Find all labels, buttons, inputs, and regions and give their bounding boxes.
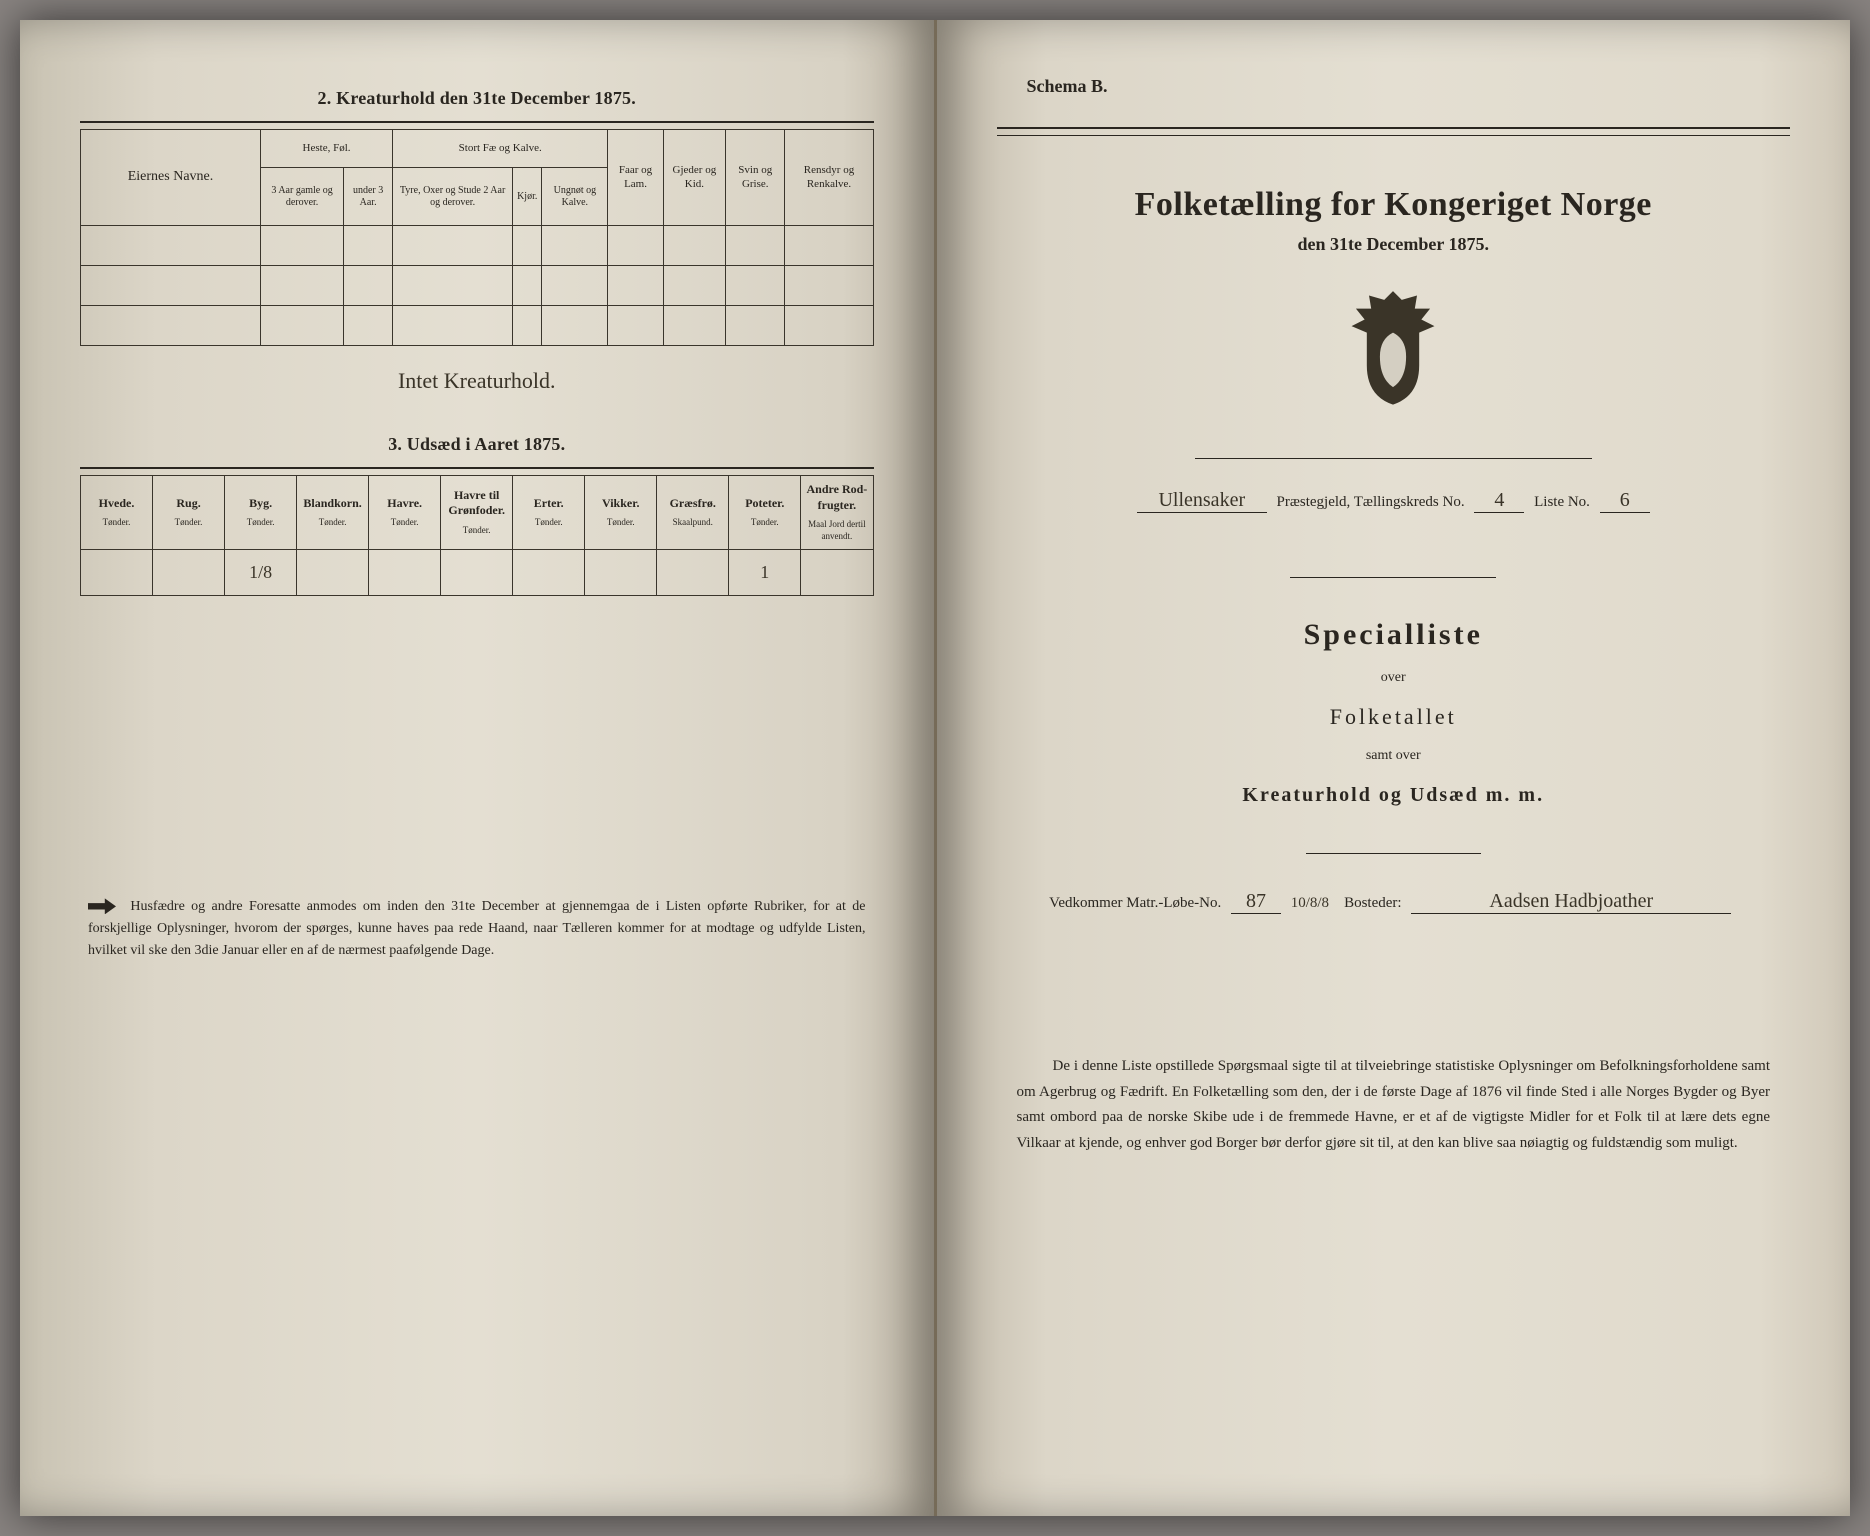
col-eier: Eiernes Navne. (81, 130, 261, 226)
folketallet: Folketallet (997, 704, 1791, 730)
label-praestegjeld: Præstegjeld, Tællingskreds No. (1277, 494, 1465, 510)
specialliste: Specialliste (997, 618, 1791, 652)
sub-stort2: Kjør. (513, 168, 542, 226)
info-paragraph: De i denne Liste opstillede Spørgsmaal s… (997, 1054, 1791, 1156)
pointer-icon (88, 898, 116, 914)
seed-col: Andre Rod-frugter.Maal Jord dertil anven… (801, 476, 873, 550)
liste-no: 6 (1620, 489, 1630, 511)
district-line: Ullensaker Præstegjeld, Tællingskreds No… (997, 489, 1791, 513)
col-rensdyr: Rensdyr og Renkalve. (785, 130, 873, 226)
seed-cell: 1/8 (225, 549, 297, 595)
handwritten-note: Intet Kreaturhold. (80, 368, 874, 394)
rule (80, 467, 874, 469)
over-2: samt over (997, 748, 1791, 764)
seed-cell (585, 549, 657, 595)
matr-no: 87 (1246, 890, 1266, 912)
seed-header: Hvede.Tønder.Rug.Tønder.Byg.Tønder.Bland… (81, 476, 874, 550)
footnote: Husfædre og andre Foresatte anmodes om i… (80, 896, 874, 963)
seed-col: Havre.Tønder. (369, 476, 441, 550)
matr-line: Vedkommer Matr.-Løbe-No. 87 10/8/8 Boste… (997, 890, 1791, 914)
rule (1195, 458, 1592, 459)
seed-col: Byg.Tønder. (225, 476, 297, 550)
seed-col: Græsfrø.Skaalpund. (657, 476, 729, 550)
schema-label: Schema B. (1027, 76, 1791, 97)
rule (997, 127, 1791, 129)
seed-col: Havre til Grønfoder.Tønder. (441, 476, 513, 550)
seed-col: Rug.Tønder. (153, 476, 225, 550)
footnote-text: Husfædre og andre Foresatte anmodes om i… (88, 899, 866, 959)
book-spread: 2. Kreaturhold den 31te December 1875. E… (20, 20, 1850, 1516)
seed-cell (369, 549, 441, 595)
seed-cell: 1 (729, 549, 801, 595)
seed-col: Blandkorn.Tønder. (297, 476, 369, 550)
seed-col: Erter.Tønder. (513, 476, 585, 550)
bosteder-value: Aadsen Hadbjoather (1489, 890, 1653, 912)
col-svin: Svin og Grise. (726, 130, 785, 226)
rule (80, 121, 874, 123)
coat-of-arms (997, 289, 1791, 414)
col-gjeder: Gjeder og Kid. (663, 130, 725, 226)
kreds-no: 4 (1494, 489, 1504, 511)
census-title: Folketælling for Kongeriget Norge (997, 186, 1791, 224)
seed-cell (297, 549, 369, 595)
seed-cell (801, 549, 873, 595)
crest-icon (1338, 289, 1448, 409)
census-subtitle: den 31te December 1875. (997, 234, 1791, 255)
matr-frac: 10/8/8 (1291, 895, 1329, 911)
sub-heste1: 3 Aar gamle og derover. (261, 168, 344, 226)
col-stort: Stort Fæ og Kalve. (393, 130, 608, 168)
sub-stort1: Tyre, Oxer og Stude 2 Aar og derover. (393, 168, 513, 226)
rule (1290, 577, 1496, 578)
col-heste: Heste, Føl. (261, 130, 393, 168)
table-row (81, 266, 874, 306)
right-page: Schema B. Folketælling for Kongeriget No… (937, 20, 1851, 1516)
section3-title: 3. Udsæd i Aaret 1875. (80, 434, 874, 455)
seed-cell (441, 549, 513, 595)
parish-name: Ullensaker (1158, 489, 1245, 511)
label-bosteder: Bosteder: (1344, 895, 1402, 911)
seed-col: Vikker.Tønder. (585, 476, 657, 550)
section2-title: 2. Kreaturhold den 31te December 1875. (80, 88, 874, 109)
seed-col: Poteter.Tønder. (729, 476, 801, 550)
left-page: 2. Kreaturhold den 31te December 1875. E… (20, 20, 937, 1516)
seed-col: Hvede.Tønder. (81, 476, 153, 550)
seed-values: 1/8 1 (81, 549, 874, 595)
seed-cell (513, 549, 585, 595)
label-matr: Vedkommer Matr.-Løbe-No. (1049, 895, 1221, 911)
sub-heste2: under 3 Aar. (344, 168, 393, 226)
table-row (81, 226, 874, 266)
handwritten-text: Intet Kreaturhold. (398, 368, 556, 393)
seed-cell (153, 549, 225, 595)
label-liste: Liste No. (1534, 494, 1590, 510)
col-faar: Faar og Lam. (608, 130, 663, 226)
seed-cell (81, 549, 153, 595)
rule (997, 135, 1791, 136)
table-row (81, 306, 874, 346)
seed-table: Hvede.Tønder.Rug.Tønder.Byg.Tønder.Bland… (80, 475, 874, 596)
livestock-table: Eiernes Navne. Heste, Føl. Stort Fæ og K… (80, 129, 874, 346)
over-1: over (997, 670, 1791, 686)
sub-stort3: Ungnøt og Kalve. (542, 168, 608, 226)
table-header-row: Eiernes Navne. Heste, Føl. Stort Fæ og K… (81, 130, 874, 168)
rule (1306, 853, 1481, 854)
kreaturhold: Kreaturhold og Udsæd m. m. (997, 784, 1791, 807)
seed-cell (657, 549, 729, 595)
